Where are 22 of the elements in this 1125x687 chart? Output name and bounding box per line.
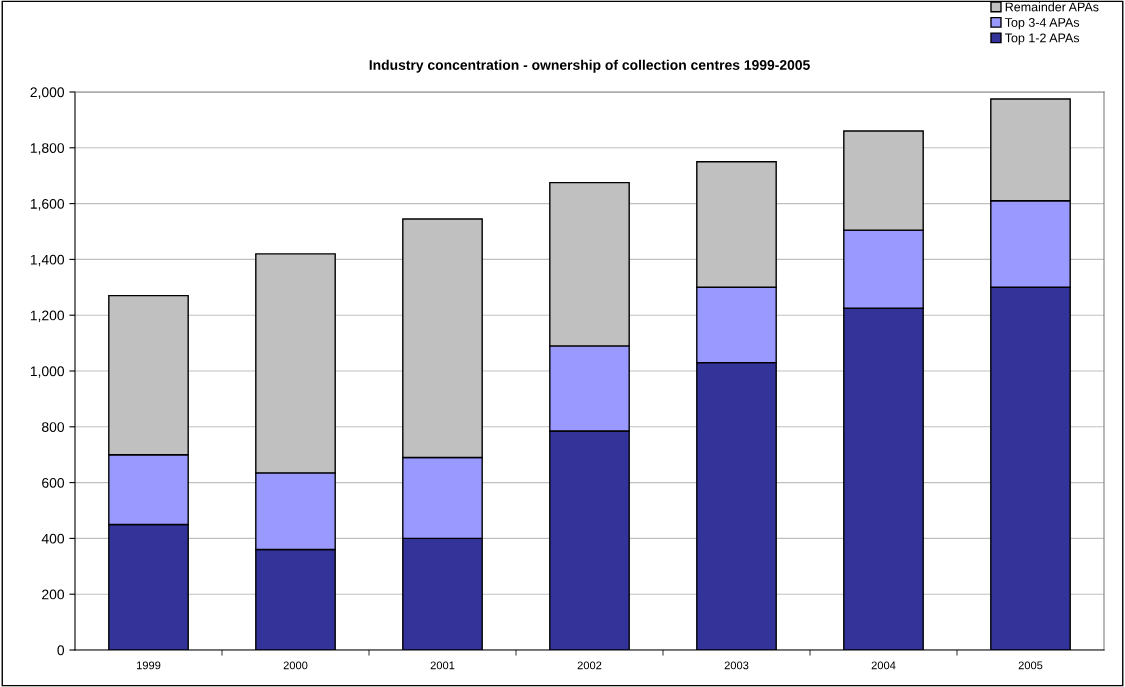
y-tick-label: 1,200 (30, 310, 65, 323)
y-tick-label: 1,000 (30, 366, 65, 378)
y-tick-label: 0 (57, 645, 65, 656)
y-tick-label: 600 (42, 477, 65, 488)
y-tick-label: 1,600 (30, 198, 65, 211)
x-tick-label: 2001 (430, 661, 455, 670)
x-tick-label: 2003 (724, 661, 749, 670)
chart-title: Industry concentration - ownership of collection centres 1999-2005 (369, 59, 810, 73)
y-tick-label: 800 (42, 422, 65, 432)
x-tick-label: 2002 (577, 661, 602, 670)
legend-label: Remainder APAs (1005, 2, 1099, 12)
x-tick-label: 2004 (871, 661, 896, 670)
y-tick-label: 2,000 (30, 87, 65, 99)
x-tick-label: 2005 (1018, 661, 1043, 670)
x-tick-label: 2000 (283, 661, 308, 670)
y-tick-label: 1,400 (30, 254, 65, 267)
y-tick-label: 400 (41, 533, 65, 544)
x-tick-label: 1999 (136, 661, 161, 670)
y-tick-label: 1,800 (30, 143, 65, 155)
legend-label: Top 3-4 APAs (1005, 18, 1080, 30)
legend-label: Top 1-2 APAs (1005, 33, 1080, 45)
y-tick-label: 200 (42, 589, 65, 600)
